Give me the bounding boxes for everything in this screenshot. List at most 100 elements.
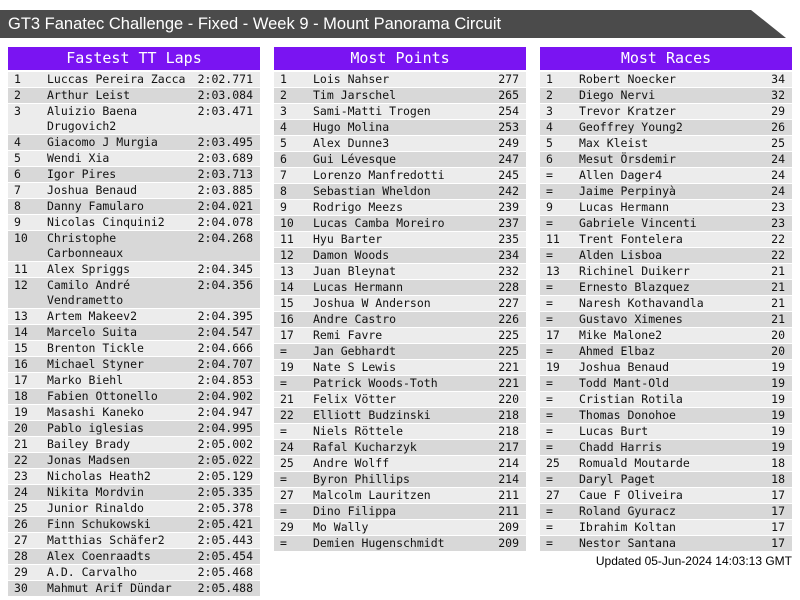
races-value: 20: [771, 344, 785, 358]
driver-name: Jonas Madsen: [47, 453, 131, 467]
lap-time: 2:04.021: [197, 199, 253, 213]
driver-name: Rafal Kucharzyk: [313, 440, 417, 454]
points-value: 209: [498, 520, 519, 534]
driver-name: Nicolas Cinquini2: [47, 215, 165, 229]
races-value: 17: [771, 520, 785, 534]
lap-time: 2:03.885: [197, 183, 253, 197]
points-value: 253: [498, 120, 519, 134]
lap-time: 2:05.129: [197, 469, 253, 483]
rank-cell: =: [280, 504, 287, 518]
races-value: 22: [771, 248, 785, 262]
table-row: 27 Malcolm Lauritzen 211: [274, 488, 526, 504]
rank-cell: 22: [280, 408, 294, 422]
rank-cell: 13: [546, 264, 560, 278]
table-row: = Nestor Santana 17: [540, 536, 792, 552]
driver-name: Juan Bleynat: [313, 264, 397, 278]
points-value: 247: [498, 152, 519, 166]
driver-name: Fabien Ottonello: [47, 389, 158, 403]
rank-cell: 19: [14, 405, 28, 419]
rank-cell: 16: [280, 312, 294, 326]
table-row: 3 Aluizio Baena Drugovich2 2:03.471: [8, 104, 260, 135]
driver-name: Brenton Tickle: [47, 341, 144, 355]
driver-name: Andre Castro: [313, 312, 397, 326]
races-value: 19: [771, 360, 785, 374]
table-row: = Demien Hugenschmidt 209: [274, 536, 526, 552]
driver-name: Lucas Hermann: [579, 200, 670, 214]
points-value: 235: [498, 232, 519, 246]
driver-name: Igor Pires: [47, 167, 117, 181]
table-row: = Niels Röttele 218: [274, 424, 526, 440]
points-value: 211: [498, 504, 519, 518]
lap-time: 2:04.853: [197, 373, 253, 387]
driver-name: Ahmed Elbaz: [579, 344, 656, 358]
rank-cell: 11: [14, 262, 28, 276]
table-row: = Dino Filippa 211: [274, 504, 526, 520]
races-value: 17: [771, 536, 785, 550]
lap-time: 2:05.468: [197, 565, 253, 579]
driver-name: Allen Dager4: [579, 168, 663, 182]
rank-cell: 4: [14, 135, 21, 149]
table-row: 27 Matthias Schäfer2 2:05.443: [8, 533, 260, 549]
table-row: 2 Arthur Leist 2:03.084: [8, 88, 260, 104]
races-value: 24: [771, 168, 785, 182]
rank-cell: =: [280, 344, 287, 358]
driver-name: Robert Noecker: [579, 72, 676, 86]
rank-cell: 27: [546, 488, 560, 502]
driver-name: Gustavo Ximenes: [579, 312, 683, 326]
table-row: 19 Nate S Lewis 221: [274, 360, 526, 376]
driver-name: Sami-Matti Trogen: [313, 104, 431, 118]
points-value: 227: [498, 296, 519, 310]
table-row: = Gustavo Ximenes 21: [540, 312, 792, 328]
board-title-fastest-tt-laps: Fastest TT Laps: [8, 47, 260, 70]
rank-cell: 16: [14, 357, 28, 371]
table-row: = Ahmed Elbaz 20: [540, 344, 792, 360]
board-title-most-points: Most Points: [274, 47, 526, 70]
driver-name: Hyu Barter: [313, 232, 383, 246]
table-row: 24 Rafal Kucharzyk 217: [274, 440, 526, 456]
driver-name: Nikita Mordvin: [47, 485, 144, 499]
table-row: = Byron Phillips 214: [274, 472, 526, 488]
rank-cell: 24: [14, 485, 28, 499]
rank-cell: =: [546, 248, 553, 262]
leaderboard-most-races: Most Races 1 Robert Noecker 34 2 Diego Nervi 3…: [540, 47, 792, 552]
rank-cell: =: [546, 472, 553, 486]
races-value: 24: [771, 152, 785, 166]
rank-cell: 25: [546, 456, 560, 470]
points-value: 214: [498, 456, 519, 470]
driver-name: Niels Röttele: [313, 424, 404, 438]
driver-name: Tim Jarschel: [313, 88, 397, 102]
table-row: 25 Andre Wolff 214: [274, 456, 526, 472]
table-row: 25 Romuald Moutarde 18: [540, 456, 792, 472]
races-value: 34: [771, 72, 785, 86]
driver-name: Ernesto Blazquez: [579, 280, 690, 294]
rank-cell: =: [280, 536, 287, 550]
driver-name: Chadd Harris: [579, 440, 663, 454]
rank-cell: 13: [280, 264, 294, 278]
driver-name: Andre Wolff: [313, 456, 390, 470]
rank-cell: 27: [280, 488, 294, 502]
rank-cell: 6: [14, 167, 21, 181]
points-value: 232: [498, 264, 519, 278]
driver-name: Dino Filippa: [313, 504, 397, 518]
driver-name: Lucas Hermann: [313, 280, 404, 294]
driver-name: Jan Gebhardt: [313, 344, 397, 358]
driver-name: Lois Nahser: [313, 72, 390, 86]
driver-name: Arthur Leist: [47, 88, 131, 102]
lap-time: 2:04.356: [197, 278, 253, 292]
driver-name: Marko Biehl: [47, 373, 124, 387]
lap-time: 2:03.084: [197, 88, 253, 102]
driver-name: Roland Gyuracz: [579, 504, 676, 518]
races-value: 21: [771, 280, 785, 294]
table-row: 3 Trevor Kratzer 29: [540, 104, 792, 120]
table-row: 8 Danny Famularo 2:04.021: [8, 199, 260, 215]
table-row: 18 Fabien Ottonello 2:04.902: [8, 389, 260, 405]
races-value: 17: [771, 504, 785, 518]
rank-cell: 3: [14, 104, 21, 118]
rank-cell: 30: [14, 581, 28, 595]
table-row: 7 Lorenzo Manfredotti 245: [274, 168, 526, 184]
table-row: 13 Richinel Duikerr 21: [540, 264, 792, 280]
table-row: 13 Juan Bleynat 232: [274, 264, 526, 280]
table-row: 4 Geoffrey Young2 26: [540, 120, 792, 136]
table-row: = Jaime Perpinyà 24: [540, 184, 792, 200]
driver-name: Camilo André Vendrametto: [47, 278, 131, 307]
